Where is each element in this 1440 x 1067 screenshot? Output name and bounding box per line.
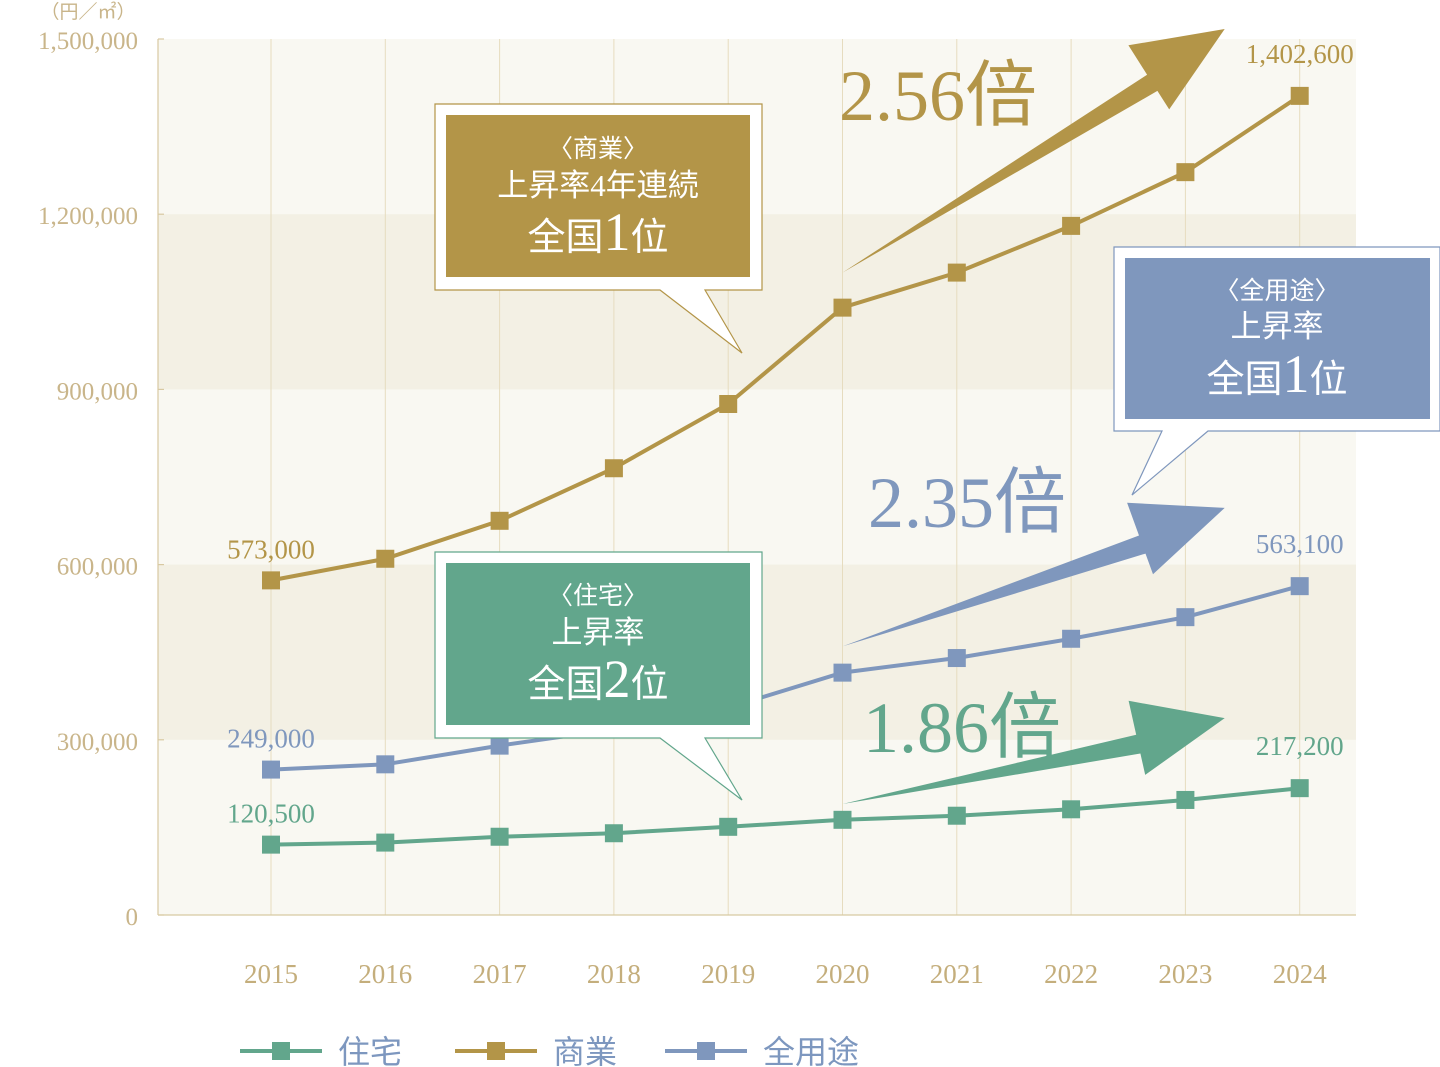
commercial-point (833, 298, 852, 317)
commercial-point (490, 511, 509, 530)
residential-end-label: 217,200 (1256, 731, 1344, 761)
legend-label: 全用途 (763, 1034, 859, 1067)
residential-point (719, 817, 738, 836)
x-tick-label: 2020 (816, 959, 870, 989)
residential-point (1062, 800, 1081, 819)
commercial-growth-arrow (842, 29, 1225, 273)
all_use-point (947, 649, 966, 668)
all_use-series-line (270, 584, 1301, 772)
commercial-point (1290, 86, 1309, 105)
x-tick-label: 2024 (1273, 959, 1328, 989)
all_use-point (1062, 629, 1081, 648)
y-tick-label: 1,200,000 (38, 203, 138, 230)
x-tick-label: 2019 (701, 959, 755, 989)
commercial-point (376, 549, 395, 568)
legend-label: 商業 (553, 1034, 617, 1067)
all_use-point (262, 760, 280, 779)
residential-multiplier: 1.86倍 (863, 688, 1061, 768)
all_use-point (1290, 577, 1309, 596)
x-tick-label: 2015 (244, 959, 298, 989)
growth-arrows (842, 29, 1225, 804)
legend-label: 住宅 (338, 1034, 402, 1067)
commercial-point (719, 395, 738, 413)
y-tick-label: 1,500,000 (38, 28, 138, 55)
residential-callout-subtitle: 上昇率 (552, 615, 645, 650)
commercial-end-label: 1,402,600 (1246, 39, 1354, 69)
all-use-callout-rank: 全国1位 (1206, 344, 1347, 404)
commercial-callout-subtitle: 上昇率4年連続 (497, 168, 699, 203)
x-tick-label: 2017 (473, 959, 527, 989)
residential-callout: 〈住宅〉 上昇率 全国2位 (434, 551, 763, 801)
x-tick-label: 2018 (587, 959, 641, 989)
commercial-point (1062, 216, 1081, 235)
commercial-point (604, 459, 623, 478)
residential-point (1176, 790, 1195, 809)
legend-marker (272, 1042, 290, 1060)
x-tick-label: 2021 (930, 959, 984, 989)
axes: 0 300,000 600,000 900,000 1,200,000 1,500,000… (38, 28, 1356, 989)
legend: 住宅 商業 全用途 (240, 1034, 859, 1067)
y-tick-label: 0 (126, 904, 139, 931)
commercial-callout: 〈商業〉 上昇率4年連続 全国1位 (434, 103, 763, 354)
residential-growth-arrow (842, 700, 1225, 804)
residential-callout-rank: 全国2位 (527, 649, 668, 709)
legend-marker (697, 1042, 715, 1060)
all_use-growth-arrow (842, 502, 1225, 647)
all_use-point (833, 663, 852, 682)
all_use-end-label: 563,100 (1256, 529, 1344, 559)
y-tick-label: 900,000 (57, 378, 138, 405)
legend-marker (487, 1042, 505, 1060)
legend-item-all_use: 全用途 (665, 1034, 859, 1067)
commercial-callout-rank: 全国1位 (527, 202, 668, 262)
commercial-start-label: 573,000 (227, 534, 315, 564)
all_use-start-label: 249,000 (227, 724, 315, 754)
all_use-point (376, 755, 395, 774)
legend-item-commercial: 商業 (455, 1034, 617, 1067)
value-labels: 120,500 217,200 573,000 1,402,600 249,000 563… (227, 39, 1354, 829)
all-use-callout-title: 〈全用途〉 (1214, 277, 1339, 305)
residential-point (833, 810, 852, 829)
residential-start-label: 120,500 (227, 799, 315, 829)
residential-point (1290, 779, 1309, 798)
x-tick-label: 2022 (1044, 959, 1098, 989)
residential-series-line (270, 786, 1300, 847)
y-tick-label: 600,000 (57, 554, 138, 581)
x-tick-label: 2023 (1158, 959, 1212, 989)
commercial-point (1176, 163, 1195, 182)
residential-callout-title: 〈住宅〉 (548, 582, 648, 610)
commercial-point (262, 571, 280, 590)
commercial-series-line (270, 94, 1301, 583)
unit-label: （円／㎡） (40, 0, 135, 23)
x-tick-label: 2016 (358, 959, 412, 989)
all_use-point (490, 736, 509, 755)
commercial-callout-title: 〈商業〉 (548, 135, 648, 163)
residential-point (376, 833, 395, 852)
legend-item-residential: 住宅 (240, 1034, 402, 1067)
residential-point (604, 824, 623, 843)
commercial-multiplier: 2.56倍 (839, 56, 1037, 136)
all-use-callout-subtitle: 上昇率 (1231, 309, 1324, 344)
residential-point (947, 806, 966, 825)
all_use-point (1176, 608, 1195, 627)
all-use-callout: 〈全用途〉 上昇率 全国1位 (1113, 246, 1440, 496)
commercial-point (947, 263, 966, 282)
all-use-multiplier: 2.35倍 (868, 463, 1066, 543)
residential-point (262, 835, 280, 854)
residential-point (490, 827, 509, 846)
y-tick-label: 300,000 (57, 729, 138, 756)
